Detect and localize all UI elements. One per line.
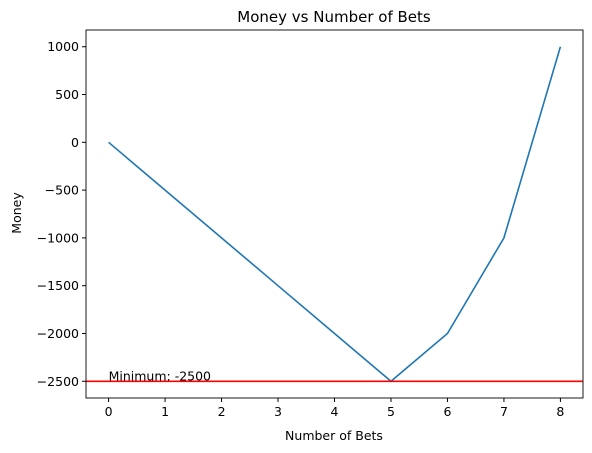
annotation: Minimum: -2500 xyxy=(109,368,211,383)
y-tick-label: −2000 xyxy=(37,326,79,341)
y-tick-label: 0 xyxy=(71,135,79,150)
x-tick-label: 4 xyxy=(331,404,339,419)
y-tick-label: −500 xyxy=(45,183,79,198)
x-tick-label: 6 xyxy=(443,404,451,419)
x-tick-label: 7 xyxy=(500,404,508,419)
data-line xyxy=(108,46,562,383)
x-tick-label: 3 xyxy=(274,404,282,419)
x-tick-label: 0 xyxy=(105,404,113,419)
x-tick-label: 5 xyxy=(387,404,395,419)
plot-frame xyxy=(85,29,584,399)
x-tick-label: 2 xyxy=(218,404,226,419)
y-tick-label: −2500 xyxy=(37,374,79,389)
x-tick-label: 1 xyxy=(161,404,169,419)
y-axis-label: Money xyxy=(9,192,24,234)
y-tick-label: −1000 xyxy=(37,230,79,245)
y-tick-label: 500 xyxy=(55,87,79,102)
chart-title: Money vs Number of Bets xyxy=(237,8,431,26)
y-tick-label: 1000 xyxy=(47,39,79,54)
y-tick-label: −1500 xyxy=(37,278,79,293)
x-axis-label: Number of Bets xyxy=(285,428,383,443)
x-tick-label: 8 xyxy=(556,404,564,419)
